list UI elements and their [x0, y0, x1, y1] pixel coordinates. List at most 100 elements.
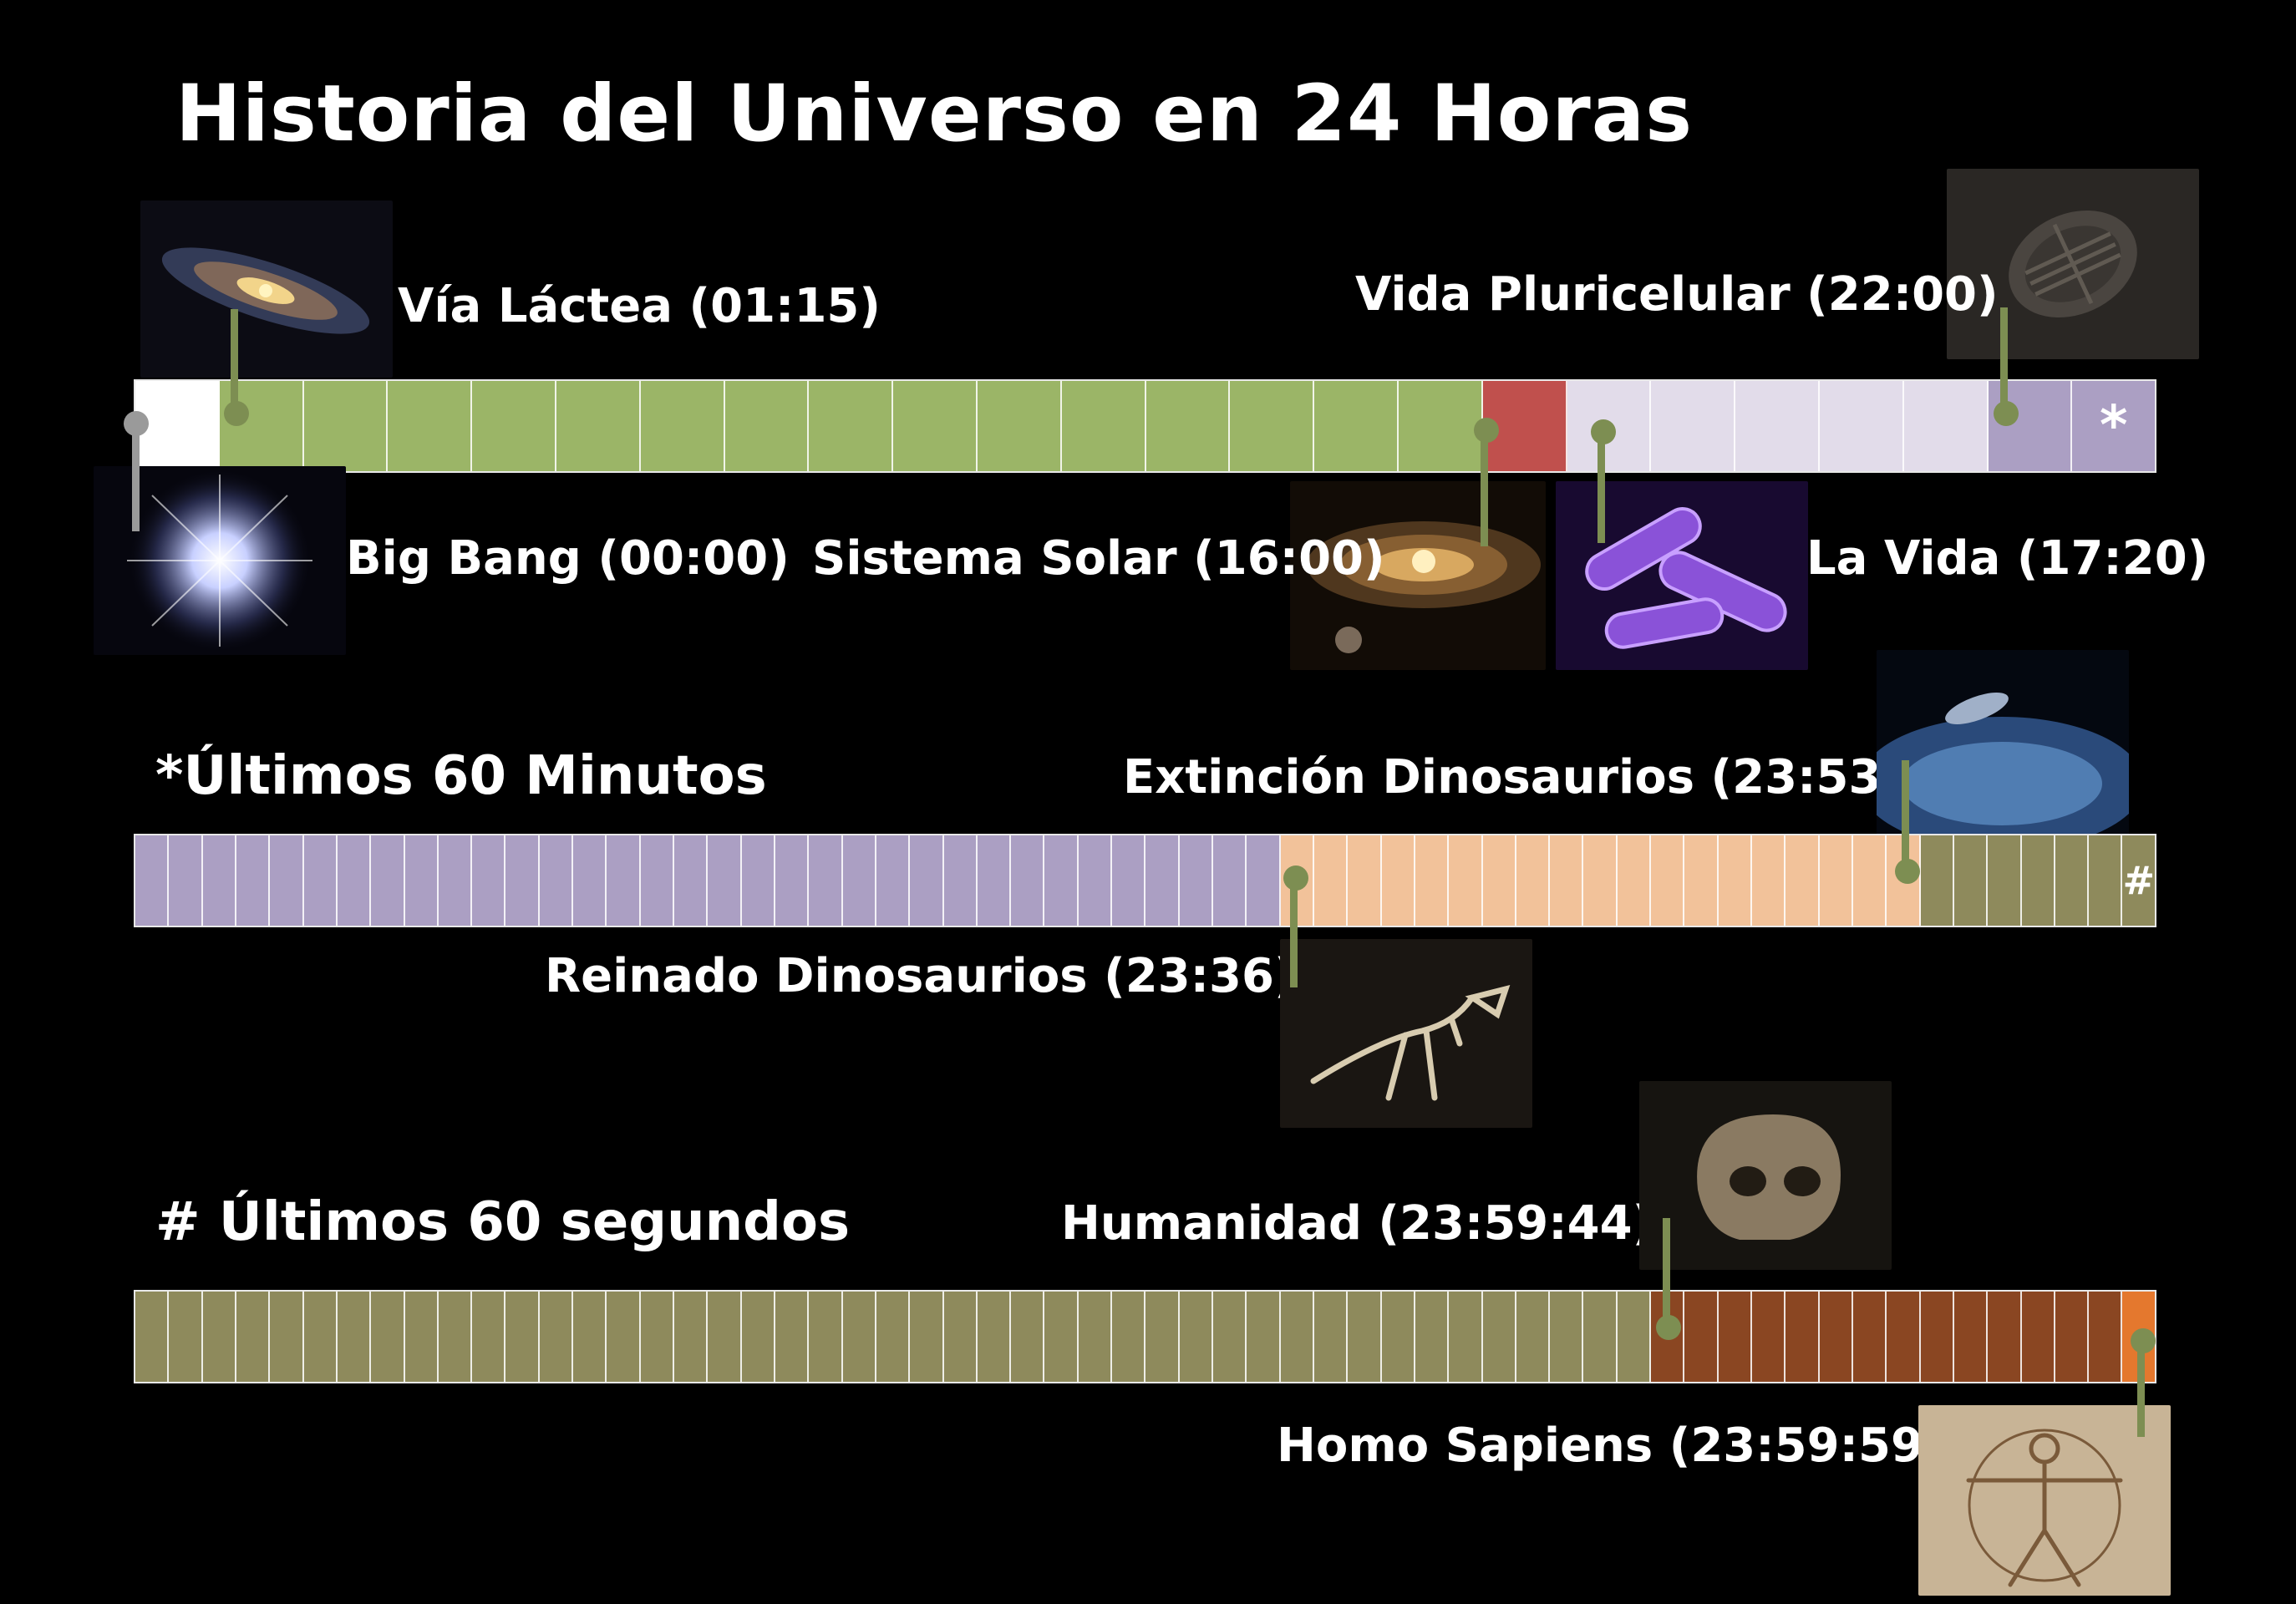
minute-segment — [1819, 835, 1853, 926]
sistema-solar-connector — [1481, 428, 1488, 546]
minute-segment — [1348, 835, 1382, 926]
minute-segment — [438, 835, 473, 926]
section-title-60-seconds: # Últimos 60 segundos — [155, 1191, 851, 1253]
asteroid-icon — [1877, 650, 2129, 839]
vitruvian-man-icon — [1918, 1405, 2171, 1596]
humanidad-label: Humanidad (23:59:44) — [1061, 1196, 1654, 1251]
minute-segment — [2021, 835, 2055, 926]
minute-segment — [809, 835, 843, 926]
hour-segment — [809, 381, 894, 471]
minute-segment — [1550, 835, 1584, 926]
minute-segment — [1415, 835, 1450, 926]
second-segment — [943, 1292, 978, 1382]
minute-segment — [1078, 835, 1113, 926]
skull-icon — [1639, 1081, 1892, 1270]
minute-segment — [1920, 835, 1954, 926]
second-segment — [1213, 1292, 1247, 1382]
second-segment — [1381, 1292, 1415, 1382]
minute-segment — [1583, 835, 1618, 926]
minute-segment — [270, 835, 304, 926]
minute-segment — [169, 835, 203, 926]
hour-segment — [135, 381, 220, 471]
minute-segment — [337, 835, 372, 926]
second-segment — [505, 1292, 540, 1382]
second-segment — [1313, 1292, 1349, 1382]
second-segment — [404, 1292, 439, 1382]
second-segment — [573, 1292, 607, 1382]
second-segment — [539, 1292, 574, 1382]
minute-segment — [1852, 835, 1887, 926]
second-segment — [1011, 1292, 1045, 1382]
minute-segment — [472, 835, 506, 926]
second-segment — [1348, 1292, 1382, 1382]
vida-pluricelular-marker — [1994, 401, 2019, 426]
galaxy-icon — [140, 200, 393, 378]
second-segment — [2055, 1292, 2090, 1382]
second-segment — [1078, 1292, 1113, 1382]
minute-segment — [1247, 835, 1281, 926]
hour-segment — [303, 381, 389, 471]
second-segment — [1145, 1292, 1180, 1382]
minute-segment — [1112, 835, 1146, 926]
hour-segment — [1819, 381, 1904, 471]
second-segment — [1247, 1292, 1281, 1382]
extincion-marker — [1895, 859, 1920, 884]
minute-segment — [977, 835, 1012, 926]
bacteria-icon — [1556, 481, 1808, 670]
minute-segment — [236, 835, 271, 926]
second-segment — [708, 1292, 742, 1382]
hour-segment — [1314, 381, 1399, 471]
second-segment — [910, 1292, 944, 1382]
second-segment — [1785, 1292, 1820, 1382]
second-segment — [1920, 1292, 1954, 1382]
minute-segment — [1953, 835, 1989, 926]
second-segment — [1819, 1292, 1853, 1382]
minute-segment — [1617, 835, 1652, 926]
hour-segment — [640, 381, 725, 471]
minute-segment — [1044, 835, 1079, 926]
la-vida-connector — [1598, 429, 1605, 543]
hour-segment — [388, 381, 473, 471]
second-segment — [1044, 1292, 1079, 1382]
second-segment — [1550, 1292, 1584, 1382]
hour-segment — [472, 381, 556, 471]
hour-segment — [1735, 381, 1820, 471]
timeline-60-minutes-bar: # — [134, 834, 2156, 927]
second-segment — [1887, 1292, 1921, 1382]
homo-sapiens-marker — [2131, 1328, 2156, 1353]
minute-segment — [876, 835, 911, 926]
second-segment — [1953, 1292, 1989, 1382]
minute-segment — [303, 835, 338, 926]
minute-segment — [505, 835, 540, 926]
second-segment — [741, 1292, 775, 1382]
solar-system-icon — [1290, 481, 1546, 670]
homo-sapiens-label: Homo Sapiens (23:59:59) — [1277, 1419, 1945, 1473]
minute-segment — [404, 835, 439, 926]
second-segment — [1280, 1292, 1314, 1382]
second-segment — [1752, 1292, 1786, 1382]
second-segment — [438, 1292, 473, 1382]
minute-segment — [775, 835, 810, 926]
minute-segment: # — [2122, 835, 2155, 926]
hour-segment — [1061, 381, 1146, 471]
second-segment — [169, 1292, 203, 1382]
minute-segment — [1718, 835, 1752, 926]
minute-segment — [708, 835, 742, 926]
vida-pluricelular-label: Vida Pluricelular (22:00) — [1355, 267, 1999, 322]
second-segment — [842, 1292, 876, 1382]
extincion-connector — [1902, 760, 1909, 872]
minute-segment — [1651, 835, 1685, 926]
minute-segment — [674, 835, 709, 926]
page-title: Historia del Universo en 24 Horas — [175, 69, 1694, 160]
second-segment — [674, 1292, 709, 1382]
hour-segment — [1398, 381, 1483, 471]
minute-segment — [910, 835, 944, 926]
second-segment — [2089, 1292, 2123, 1382]
second-segment — [1415, 1292, 1450, 1382]
minute-segment — [2089, 835, 2123, 926]
minute-segment — [2055, 835, 2090, 926]
second-segment — [1112, 1292, 1146, 1382]
second-segment — [1583, 1292, 1618, 1382]
minute-segment — [1516, 835, 1551, 926]
minute-segment — [1684, 835, 1719, 926]
